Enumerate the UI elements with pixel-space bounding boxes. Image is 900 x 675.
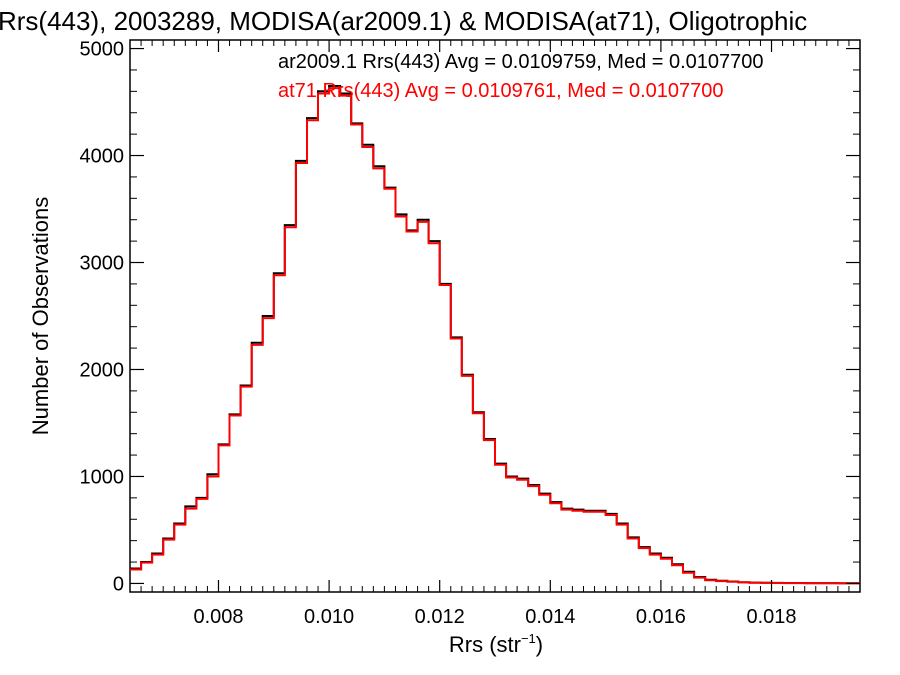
x-axis-label: Rrs (str−1) — [449, 631, 543, 657]
x-tick-label: 0.012 — [415, 606, 465, 628]
x-tick-label: 0.016 — [636, 606, 686, 628]
annotation-ar2009: ar2009.1 Rrs(443) Avg = 0.0109759, Med =… — [278, 51, 764, 73]
annotation-at71: at71 Rrs(443) Avg = 0.0109761, Med = 0.0… — [278, 80, 724, 102]
y-tick-label: 4000 — [80, 146, 125, 168]
x-axis-label-sup: −1 — [521, 631, 536, 646]
y-tick-label: 2000 — [80, 359, 125, 381]
plot-border — [129, 39, 861, 593]
y-axis-label: Number of Observations — [28, 197, 53, 435]
y-tick-label: 5000 — [80, 39, 125, 61]
series-layer — [130, 85, 860, 585]
x-tick-label: 0.018 — [746, 606, 796, 628]
y-tick-label: 0 — [113, 573, 124, 595]
x-axis-label-end: ) — [536, 632, 543, 657]
series-ar2009-1 — [130, 85, 860, 585]
y-tick-label: 1000 — [80, 466, 125, 488]
x-tick-label: 0.010 — [304, 606, 354, 628]
y-tick-label: 3000 — [80, 253, 125, 275]
x-tick-label: 0.014 — [525, 606, 575, 628]
plot-frame — [129, 39, 861, 593]
series-at71 — [130, 87, 860, 585]
ticks-layer: 0.008 0.010 0.012 0.014 0.016 0.018 0 1000 2000 3… — [80, 39, 861, 628]
x-axis-label-text: Rrs (str — [449, 632, 521, 657]
x-tick-label: 0.008 — [193, 606, 243, 628]
chart-title: Rrs(443), 2003289, MODISA(ar2009.1) & MO… — [0, 6, 807, 36]
